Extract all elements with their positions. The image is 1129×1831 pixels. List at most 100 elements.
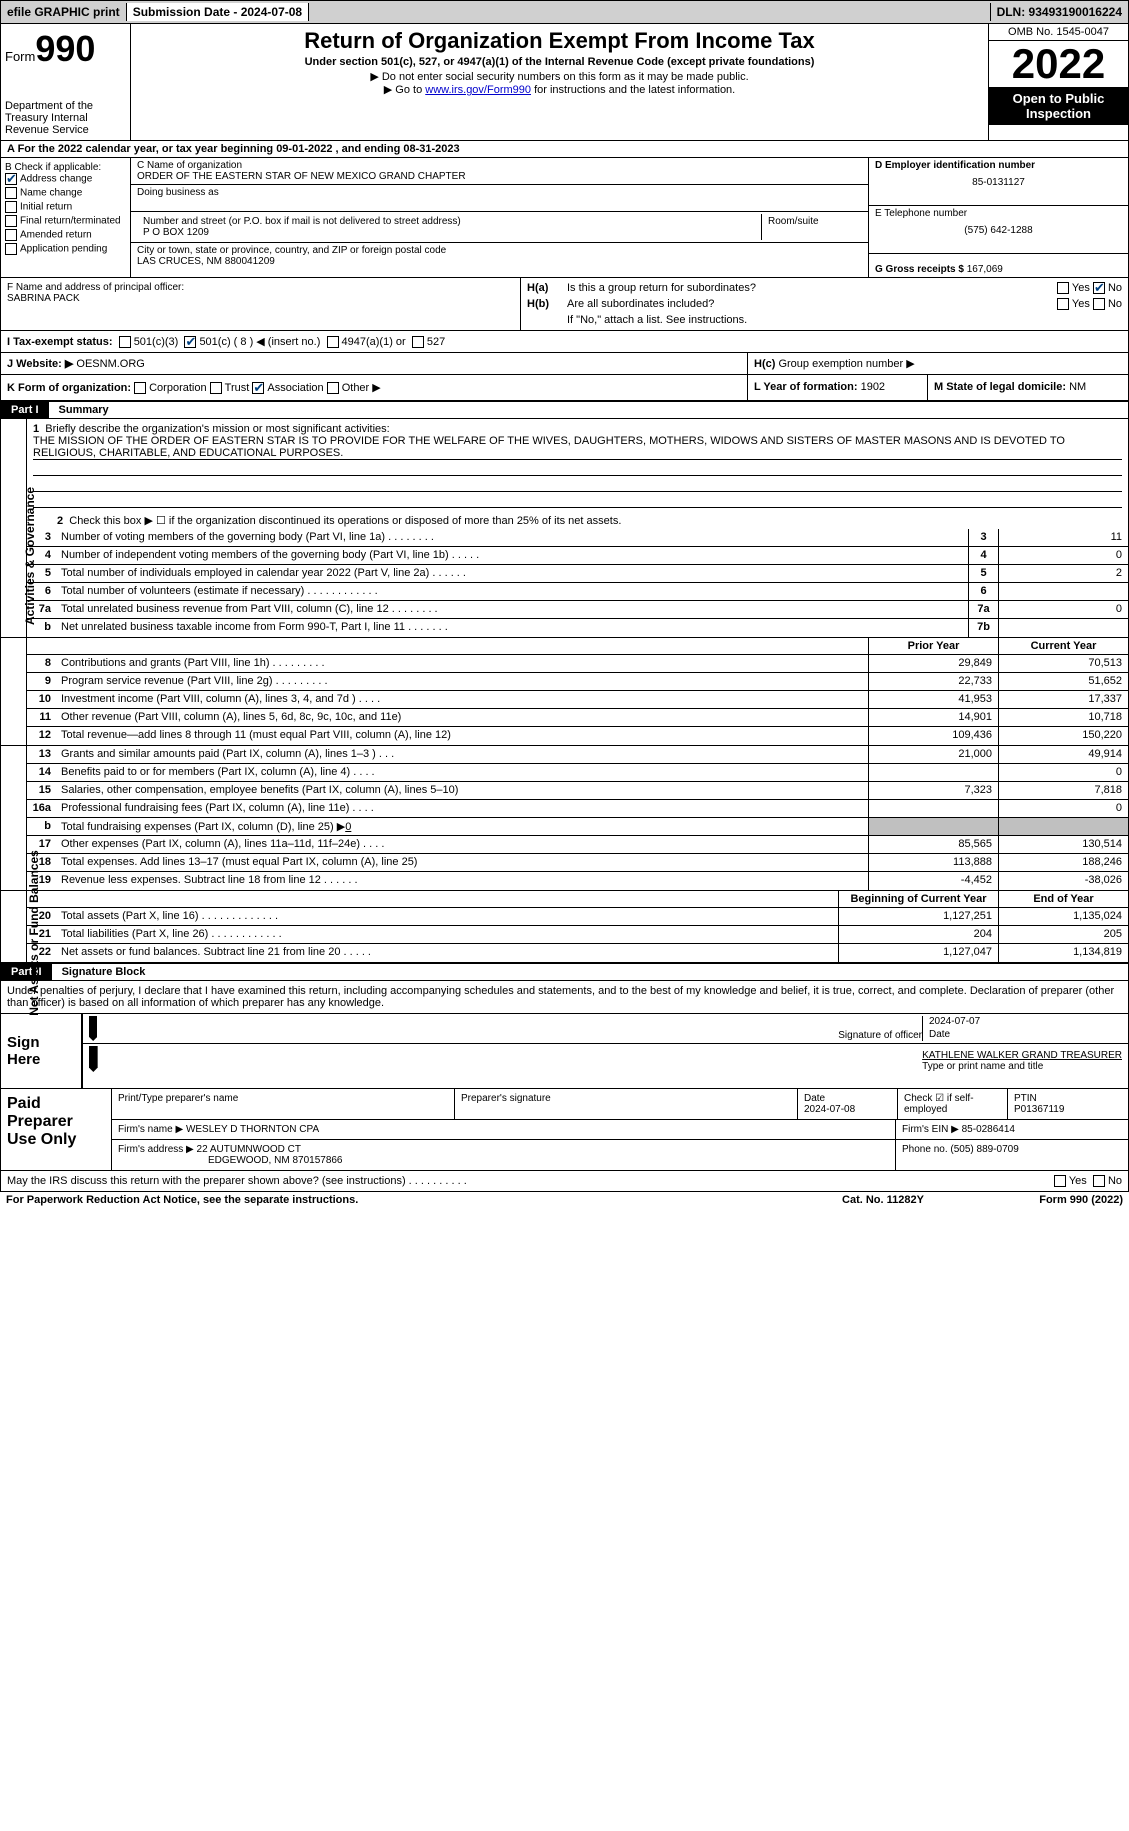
pb-shade — [868, 818, 998, 835]
k-other: Other ▶ — [342, 382, 381, 394]
sig-date-label: Date — [929, 1029, 950, 1040]
line2: 2 Check this box ▶ ☐ if the organization… — [27, 512, 1128, 529]
open-to-public: Open to Public Inspection — [989, 87, 1128, 125]
receipts-label: G Gross receipts $ — [875, 264, 964, 275]
side-governance: Activities & Governance — [23, 487, 37, 625]
officer-typed-name: KATHLENE WALKER GRAND TREASURER — [922, 1050, 1122, 1061]
ein-value: 85-0131127 — [875, 177, 1122, 188]
p8: 29,849 — [868, 655, 998, 672]
line20: Total assets (Part X, line 16) . . . . .… — [57, 908, 838, 925]
tax-527: 527 — [427, 336, 445, 348]
k-label: K Form of organization: — [7, 382, 131, 394]
line7b: Net unrelated business taxable income fr… — [57, 619, 968, 637]
p13: 21,000 — [868, 746, 998, 763]
kfo-row: K Form of organization: Corporation Trus… — [0, 375, 1129, 401]
section-fh: F Name and address of principal officer:… — [0, 278, 1129, 331]
firm-addr1: 22 AUTUMNWOOD CT — [197, 1144, 301, 1155]
footer-mid: Cat. No. 11282Y — [783, 1194, 983, 1206]
footer-row: For Paperwork Reduction Act Notice, see … — [0, 1192, 1129, 1208]
receipts-value: 167,069 — [967, 264, 1003, 275]
c14: 0 — [998, 764, 1128, 781]
irs-link[interactable]: www.irs.gov/Form990 — [425, 84, 531, 96]
chk-address-change: Address change — [5, 173, 126, 185]
ha-label: H(a) — [527, 282, 567, 294]
line19: Revenue less expenses. Subtract line 18 … — [57, 872, 868, 890]
p10: 41,953 — [868, 691, 998, 708]
ein-label: D Employer identification number — [875, 160, 1122, 171]
c9: 51,652 — [998, 673, 1128, 690]
c22: 1,134,819 — [998, 944, 1128, 962]
line15: Salaries, other compensation, employee b… — [57, 782, 868, 799]
city-value: LAS CRUCES, NM 880041209 — [137, 256, 862, 267]
line11: Other revenue (Part VIII, column (A), li… — [57, 709, 868, 726]
v7a: 0 — [998, 601, 1128, 618]
website-value: OESNM.ORG — [76, 358, 144, 370]
section-b-label: B Check if applicable: — [5, 162, 126, 173]
org-name-cell: C Name of organization ORDER OF THE EAST… — [131, 158, 868, 185]
sign-here-row: Sign Here Signature of officer 2024-07-0… — [0, 1014, 1129, 1089]
discuss-row: May the IRS discuss this return with the… — [0, 1171, 1129, 1192]
part2-title: Signature Block — [52, 964, 1128, 980]
omb-number: OMB No. 1545-0047 — [989, 24, 1128, 41]
prep-check-label: Check ☑ if self-employed — [898, 1089, 1008, 1119]
line18: Total expenses. Add lines 13–17 (must eq… — [57, 854, 868, 871]
governance-grid: Activities & Governance 1 Briefly descri… — [0, 419, 1129, 638]
hb-text: Are all subordinates included? — [567, 298, 714, 310]
efile-label[interactable]: efile GRAPHIC print — [1, 3, 127, 21]
line8: Contributions and grants (Part VIII, lin… — [57, 655, 868, 672]
k-corp: Corporation — [149, 382, 206, 394]
firm-addr2: EDGEWOOD, NM 870157866 — [208, 1155, 343, 1166]
p20: 1,127,251 — [838, 908, 998, 925]
firm-addr-label: Firm's address ▶ — [118, 1144, 194, 1155]
netassets-grid: Net Assets or Fund Balances Beginning of… — [0, 891, 1129, 963]
ptin-value: P01367119 — [1014, 1104, 1064, 1115]
l-label: L Year of formation: — [754, 381, 858, 393]
chk-app-pending: Application pending — [5, 243, 126, 255]
p15: 7,323 — [868, 782, 998, 799]
hc-label: H(c) — [754, 358, 775, 370]
chk-amended-return: Amended return — [5, 229, 126, 241]
line13: Grants and similar amounts paid (Part IX… — [57, 746, 868, 763]
p17: 85,565 — [868, 836, 998, 853]
form-prefix: Form — [5, 49, 35, 64]
firm-ein-label: Firm's EIN ▶ — [902, 1124, 959, 1135]
v3: 11 — [998, 529, 1128, 546]
phone-label: E Telephone number — [875, 208, 1122, 219]
hc-text: Group exemption number ▶ — [778, 358, 914, 370]
website-label: J Website: ▶ — [7, 358, 73, 370]
department: Department of the Treasury Internal Reve… — [5, 100, 126, 136]
officer-label: F Name and address of principal officer: — [7, 282, 514, 293]
line17: Other expenses (Part IX, column (A), lin… — [57, 836, 868, 853]
prep-print-label: Print/Type preparer's name — [112, 1089, 455, 1119]
ha-no: No — [1108, 282, 1122, 294]
street-label: Number and street (or P.O. box if mail i… — [143, 216, 755, 227]
part1-title: Summary — [49, 402, 1128, 418]
mission-block: 1 Briefly describe the organization's mi… — [27, 419, 1128, 512]
prep-date-label: Date — [804, 1093, 825, 1104]
note2-suffix: for instructions and the latest informat… — [531, 84, 735, 96]
boy-header: Beginning of Current Year — [838, 891, 998, 907]
form-title: Return of Organization Exempt From Incom… — [135, 28, 984, 54]
city-cell: City or town, state or province, country… — [131, 243, 868, 269]
form-990: 990 — [35, 28, 95, 69]
firm-name: WESLEY D THORNTON CPA — [186, 1124, 319, 1135]
v6 — [998, 583, 1128, 600]
part1-label: Part I — [1, 402, 49, 418]
v4: 0 — [998, 547, 1128, 564]
tax-a1: 4947(a)(1) or — [342, 336, 406, 348]
p14 — [868, 764, 998, 781]
phone-cell: E Telephone number (575) 642-1288 — [869, 206, 1128, 254]
ha-yes: Yes — [1072, 282, 1090, 294]
row-a: A For the 2022 calendar year, or tax yea… — [0, 141, 1129, 158]
hb-row: H(b) Are all subordinates included? Yes … — [527, 298, 1122, 310]
chk-name-change: Name change — [5, 187, 126, 199]
line4: Number of independent voting members of … — [57, 547, 968, 564]
v5: 2 — [998, 565, 1128, 582]
hb-label: H(b) — [527, 298, 567, 310]
prep-phone-label: Phone no. — [902, 1144, 948, 1155]
top-bar: efile GRAPHIC print Submission Date - 20… — [0, 0, 1129, 24]
current-year-header: Current Year — [998, 638, 1128, 654]
firm-name-label: Firm's name ▶ — [118, 1124, 183, 1135]
m-value: NM — [1069, 381, 1086, 393]
k-trust: Trust — [225, 382, 250, 394]
